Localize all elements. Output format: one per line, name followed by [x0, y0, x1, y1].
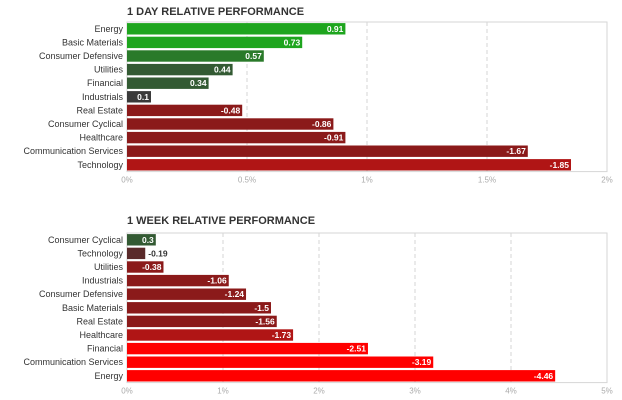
x-tick-label: 3% [409, 387, 421, 396]
bar [127, 234, 156, 246]
bar [127, 36, 303, 49]
bar [127, 274, 229, 287]
bar [127, 261, 164, 273]
category-label: Energy [94, 371, 123, 381]
bar [127, 91, 151, 103]
bar-value-label: 0.91 [327, 24, 344, 34]
bar-value-label: -1.85 [550, 160, 570, 170]
bar [127, 247, 146, 260]
x-tick-label: 0.5% [238, 176, 256, 185]
bar-value-label: -0.19 [148, 248, 168, 258]
x-tick-label: 0% [121, 176, 133, 185]
bar [127, 342, 368, 355]
bar [127, 77, 209, 89]
category-label: Basic Materials [62, 37, 124, 47]
category-label: Energy [94, 24, 123, 34]
category-label: Financial [87, 78, 123, 88]
category-label: Utilities [94, 262, 124, 272]
category-label: Basic Materials [62, 303, 124, 313]
bar-value-label: -1.06 [207, 276, 227, 286]
bar-value-label: -1.5 [254, 303, 269, 313]
bar-value-label: -0.38 [142, 262, 162, 272]
bar [127, 50, 264, 62]
bar-value-label: -3.19 [412, 357, 432, 367]
bar-value-label: -0.86 [312, 119, 332, 129]
bar [127, 315, 277, 328]
bar [127, 131, 346, 144]
chart-title: 1 WEEK RELATIVE PERFORMANCE [127, 215, 315, 227]
category-label: Consumer Cyclical [48, 119, 123, 129]
category-label: Communication Services [23, 146, 123, 156]
category-label: Technology [77, 248, 123, 258]
category-label: Healthcare [79, 133, 123, 143]
category-label: Consumer Cyclical [48, 235, 123, 245]
bar-value-label: -2.51 [347, 344, 367, 354]
x-tick-label: 2% [313, 387, 325, 396]
one-day-performance-chart: 1 DAY RELATIVE PERFORMANCE 0% 0.5% 1% 1.5% 2%… [23, 6, 612, 185]
x-tick-label: 5% [601, 387, 613, 396]
category-label: Technology [77, 160, 123, 170]
bar [127, 63, 233, 76]
category-label: Real Estate [76, 105, 123, 115]
x-tick-label: 4% [505, 387, 517, 396]
bar-value-label: -1.56 [255, 316, 275, 326]
category-label: Healthcare [79, 330, 123, 340]
bar-value-label: 0.73 [284, 37, 301, 47]
bar [127, 370, 556, 382]
bar-value-label: -1.73 [272, 330, 292, 340]
x-tick-label: 1% [361, 176, 373, 185]
one-week-performance-chart: 1 WEEK RELATIVE PERFORMANCE 0% 1% 2% 3% 4% 5% C… [23, 215, 612, 396]
bar-value-label: -0.48 [221, 105, 241, 115]
bar-value-label: -4.46 [534, 371, 554, 381]
bar [127, 23, 346, 35]
bar [127, 104, 243, 117]
bar [127, 145, 528, 157]
bar [127, 118, 334, 130]
bar [127, 356, 434, 368]
bar [127, 329, 294, 341]
category-label: Real Estate [76, 316, 123, 326]
bar-value-label: 0.44 [214, 65, 231, 75]
category-label: Consumer Defensive [39, 289, 123, 299]
x-tick-label: 1.5% [478, 176, 496, 185]
bar-value-label: 0.34 [190, 78, 207, 88]
category-label: Industrials [82, 276, 124, 286]
bar [127, 159, 571, 171]
bar [127, 288, 247, 300]
bar-value-label: 0.3 [142, 235, 154, 245]
x-tick-label: 2% [601, 176, 613, 185]
x-tick-label: 0% [121, 387, 133, 396]
x-tick-label: 1% [217, 387, 229, 396]
bar-value-label: 0.1 [137, 92, 149, 102]
bar-value-label: -1.67 [506, 146, 526, 156]
category-label: Industrials [82, 92, 124, 102]
chart-title: 1 DAY RELATIVE PERFORMANCE [127, 6, 304, 18]
bar-value-label: -0.91 [324, 133, 344, 143]
category-label: Communication Services [23, 357, 123, 367]
bar [127, 302, 271, 314]
bar-value-label: 0.57 [245, 51, 262, 61]
category-label: Consumer Defensive [39, 51, 123, 61]
category-label: Utilities [94, 65, 124, 75]
bar-value-label: -1.24 [225, 289, 245, 299]
category-label: Financial [87, 344, 123, 354]
